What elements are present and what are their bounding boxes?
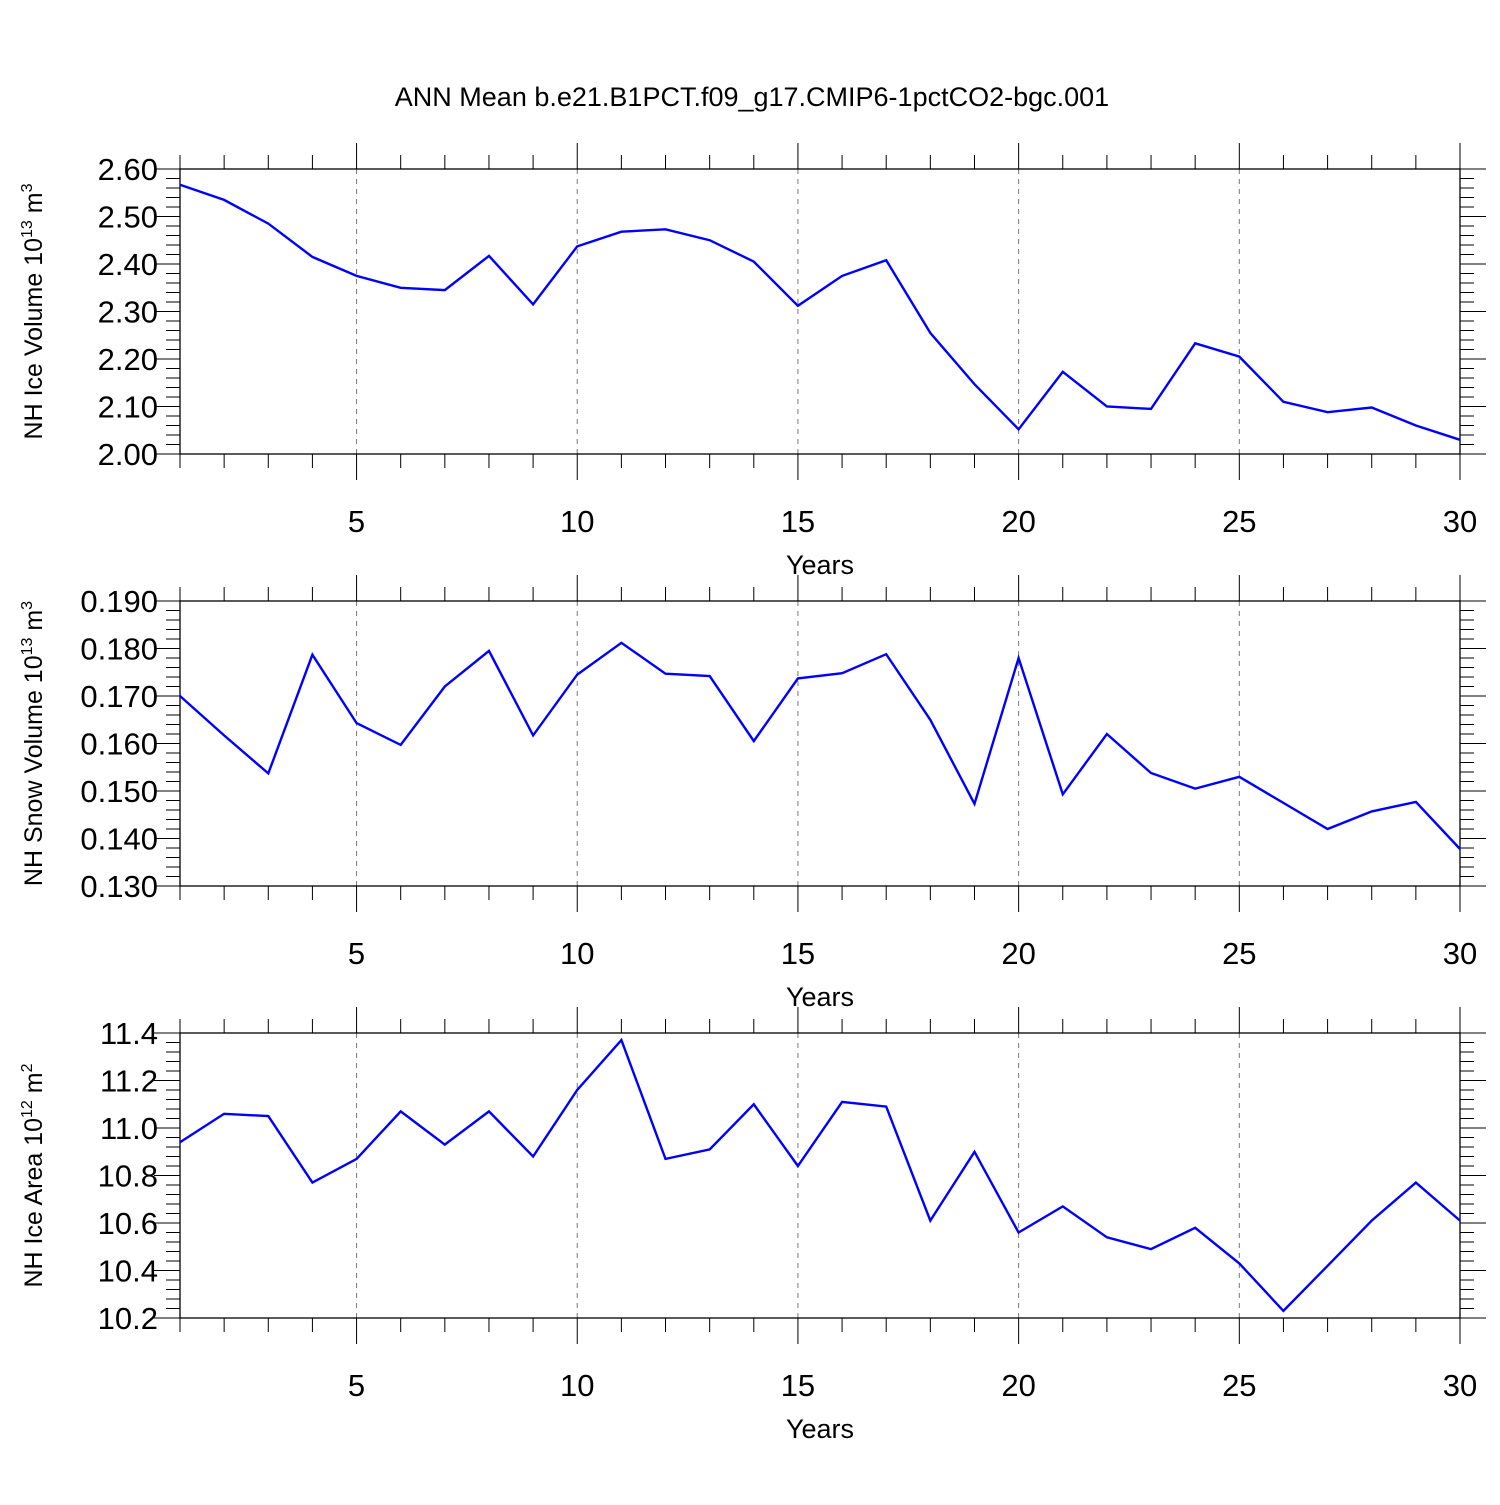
x-axis-label: Years <box>786 982 854 1012</box>
plot-frame <box>179 600 1461 887</box>
x-axis-label: Years <box>786 550 854 580</box>
x-axis-label: Years <box>786 1414 854 1444</box>
y-tick-label: 11.4 <box>100 1016 158 1051</box>
x-tick-label: 15 <box>781 504 815 539</box>
y-tick-label: 2.20 <box>98 342 158 377</box>
x-tick-label: 20 <box>1001 936 1035 971</box>
y-axis-label-superscript: 12 <box>19 1100 36 1118</box>
y-tick-label: 2.30 <box>98 295 158 330</box>
x-tick-label: 5 <box>348 504 365 539</box>
y-tick-label: 2.60 <box>98 152 158 187</box>
x-tick-label: 30 <box>1443 936 1477 971</box>
x-tick-label: 10 <box>560 936 594 971</box>
panel-3: 5 10 15 20 25 30 10.2 10.4 10.6 10.8 11.0 11.2 11.4 Y… <box>19 1007 1486 1444</box>
y-tick-label: 2.00 <box>98 437 158 472</box>
x-tick-label: 5 <box>348 936 365 971</box>
y-axis-label-text: m <box>20 610 48 638</box>
x-tick-label: 15 <box>781 1368 815 1403</box>
y-tick-label: 0.160 <box>80 727 158 762</box>
y-axis-label-text: m <box>20 192 48 220</box>
y-tick-label: 0.150 <box>80 774 158 809</box>
x-tick-label: 10 <box>560 504 594 539</box>
x-tick-label: 5 <box>348 1368 365 1403</box>
y-tick-label: 0.190 <box>80 584 158 619</box>
panel-1: 5 10 15 20 25 30 2.00 2.10 2.20 2.30 2.40 2.50 2.60 Y… <box>19 143 1486 580</box>
y-axis-label-text: NH Ice Volume 10 <box>20 238 48 440</box>
plot-frame <box>179 1032 1461 1319</box>
series-line <box>179 641 1461 850</box>
y-tick-label: 10.2 <box>98 1301 158 1336</box>
y-axis-label: NH Ice Volume 1013 m3 <box>19 183 48 439</box>
y-axis-label: NH Ice Area 1012 m2 <box>19 1063 48 1287</box>
y-tick-label: 2.40 <box>98 247 158 282</box>
x-tick-label: 20 <box>1001 1368 1035 1403</box>
y-tick-label: 10.4 <box>98 1254 158 1289</box>
y-tick-label: 10.8 <box>98 1159 158 1194</box>
figure-title: ANN Mean b.e21.B1PCT.f09_g17.CMIP6-1pctC… <box>395 82 1109 112</box>
series-line <box>179 1037 1461 1313</box>
y-tick-label: 11.2 <box>100 1064 158 1099</box>
y-axis-label-superscript: 2 <box>19 1063 36 1072</box>
plot-frame <box>179 168 1461 455</box>
y-axis-label-superscript: 13 <box>19 638 36 656</box>
x-tick-label: 30 <box>1443 1368 1477 1403</box>
series-line <box>179 183 1461 441</box>
y-axis-label: NH Snow Volume 1013 m3 <box>19 601 48 886</box>
y-tick-label: 0.140 <box>80 822 158 857</box>
x-tick-label: 20 <box>1001 504 1035 539</box>
y-tick-label: 2.10 <box>98 390 158 425</box>
y-axis-label-text: NH Snow Volume 10 <box>20 655 48 886</box>
x-tick-label: 25 <box>1222 1368 1256 1403</box>
x-tick-label: 25 <box>1222 504 1256 539</box>
y-axis-label-superscript: 3 <box>19 183 36 192</box>
y-axis-label-text: NH Ice Area 10 <box>20 1118 48 1288</box>
x-tick-label: 10 <box>560 1368 594 1403</box>
y-tick-label: 0.180 <box>80 632 158 667</box>
panel-2: 5 10 15 20 25 30 0.130 0.140 0.150 0.160 0.170 0.18… <box>19 575 1486 1012</box>
y-tick-label: 0.130 <box>80 869 158 904</box>
x-tick-label: 30 <box>1443 504 1477 539</box>
y-tick-label: 0.170 <box>80 679 158 714</box>
y-tick-label: 2.50 <box>98 200 158 235</box>
y-tick-label: 11.0 <box>100 1111 158 1146</box>
y-axis-label-superscript: 3 <box>19 601 36 610</box>
y-axis-label-text: m <box>20 1072 48 1100</box>
y-axis-label-superscript: 13 <box>19 220 36 238</box>
y-tick-label: 10.6 <box>98 1206 158 1241</box>
x-tick-label: 25 <box>1222 936 1256 971</box>
x-tick-label: 15 <box>781 936 815 971</box>
